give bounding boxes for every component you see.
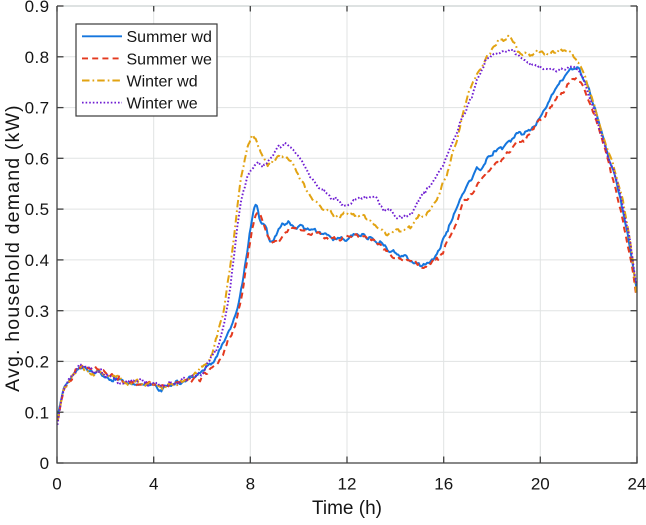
svg-text:0: 0 (40, 454, 50, 473)
svg-text:0: 0 (52, 475, 61, 494)
svg-text:0.6: 0.6 (25, 149, 50, 168)
svg-text:0.9: 0.9 (25, 0, 50, 16)
svg-text:8: 8 (246, 475, 255, 494)
svg-text:16: 16 (434, 475, 453, 494)
svg-text:0.2: 0.2 (25, 353, 50, 372)
svg-text:0.5: 0.5 (25, 200, 50, 219)
svg-text:0.1: 0.1 (25, 403, 50, 422)
svg-text:20: 20 (531, 475, 550, 494)
svg-text:0.7: 0.7 (25, 99, 50, 118)
svg-text:Time (h): Time (h) (312, 498, 382, 519)
svg-text:12: 12 (338, 475, 357, 494)
svg-text:0.4: 0.4 (25, 251, 50, 270)
svg-text:0.8: 0.8 (25, 48, 50, 67)
svg-text:Summer we: Summer we (127, 51, 212, 68)
svg-text:Avg. household demand (kW): Avg. household demand (kW) (2, 104, 24, 392)
svg-text:24: 24 (628, 475, 646, 494)
svg-text:0.3: 0.3 (25, 302, 50, 321)
svg-text:4: 4 (149, 475, 158, 494)
svg-text:Winter wd: Winter wd (127, 73, 198, 90)
svg-text:Summer wd: Summer wd (127, 29, 212, 46)
svg-text:Winter we: Winter we (127, 96, 198, 113)
